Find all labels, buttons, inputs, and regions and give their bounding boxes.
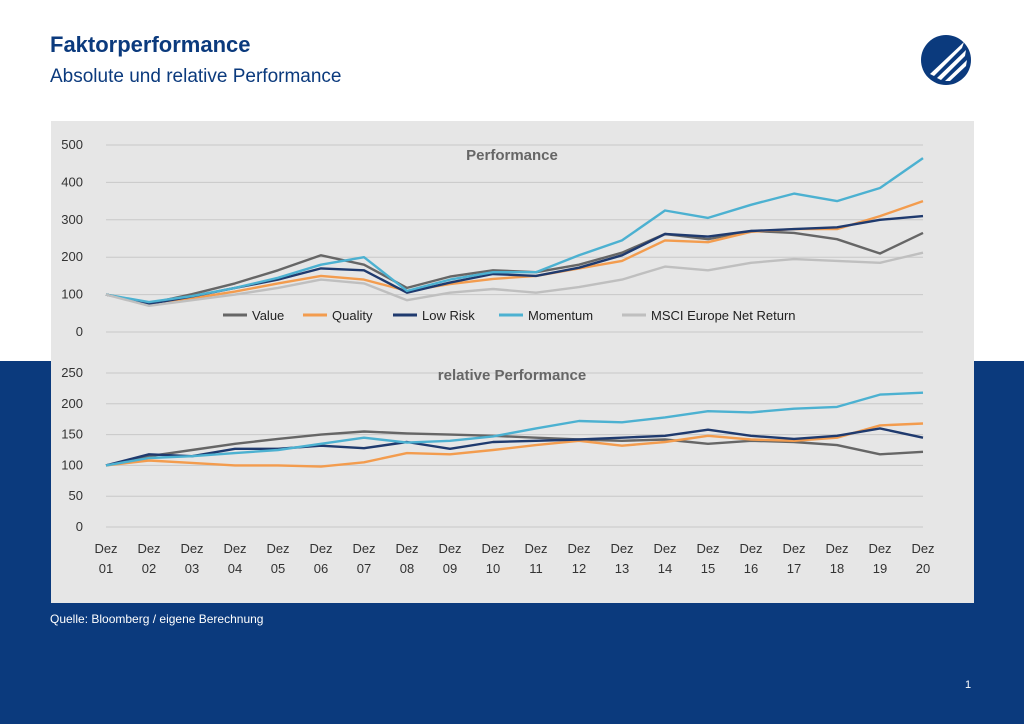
x-tick-label: 11 [529, 561, 543, 576]
x-tick-label: Dez [352, 541, 375, 556]
y-tick-label: 0 [76, 519, 83, 534]
page-number: 1 [965, 679, 972, 691]
x-tick-label: 03 [185, 561, 199, 576]
x-tick-label: Dez [180, 541, 203, 556]
y-tick-label: 0 [76, 324, 83, 339]
y-tick-label: 200 [61, 396, 83, 411]
x-tick-label: 02 [142, 561, 156, 576]
legend-label-low-risk: Low Risk [422, 308, 475, 323]
x-tick-label: Dez [782, 541, 805, 556]
chart-panel: 0 100 200 300 400 500 Performance 0 50 100 150 200 2… [51, 121, 974, 603]
series-line-msci-europe-net-return [105, 251, 924, 308]
series-line-momentum [105, 157, 924, 304]
x-tick-label: 17 [787, 561, 801, 576]
y-tick-label: 300 [61, 212, 83, 227]
x-tick-label: 16 [744, 561, 758, 576]
x-tick-label: Dez [438, 541, 461, 556]
y-tick-label: 400 [61, 174, 83, 189]
x-tick-label: 13 [615, 561, 629, 576]
legend-label-quality: Quality [332, 308, 373, 323]
x-tick-label: 05 [271, 561, 285, 576]
x-tick-label: Dez [868, 541, 891, 556]
series-line-momentum [105, 391, 924, 467]
x-tick-label: Dez [481, 541, 504, 556]
series-line-quality [105, 199, 924, 305]
y-tick-label: 500 [61, 137, 83, 152]
x-tick-label: Dez [825, 541, 848, 556]
x-tick-label: 19 [873, 561, 887, 576]
source-note: Quelle: Bloomberg / eigene Berechnung [50, 612, 264, 626]
x-tick-label: Dez [610, 541, 633, 556]
x-tick-label: 20 [916, 561, 930, 576]
y-tick-label: 150 [61, 427, 83, 442]
x-tick-label: Dez [309, 541, 332, 556]
x-tick-label: 09 [443, 561, 457, 576]
x-tick-label: Dez [266, 541, 289, 556]
x-tick-label: 01 [99, 561, 113, 576]
y-tick-label: 250 [61, 365, 83, 380]
x-tick-label: Dez [524, 541, 547, 556]
x-tick-label: 18 [830, 561, 844, 576]
legend-label-momentum: Momentum [528, 308, 593, 323]
y-tick-label: 50 [69, 488, 83, 503]
x-tick-label: Dez [567, 541, 590, 556]
x-tick-label: 15 [701, 561, 715, 576]
x-tick-label: Dez [137, 541, 160, 556]
x-tick-label: Dez [696, 541, 719, 556]
x-tick-label: Dez [395, 541, 418, 556]
page-title: Faktorperformance [50, 32, 251, 57]
x-tick-label: 04 [228, 561, 242, 576]
x-tick-label: Dez [911, 541, 934, 556]
series-line-quality [105, 422, 924, 468]
chart-title: Performance [466, 147, 558, 164]
y-tick-label: 100 [61, 457, 83, 472]
x-tick-label: 07 [357, 561, 371, 576]
chart-canvas: 0100200300400500Performance0501001502002… [61, 137, 934, 576]
legend-label-value: Value [252, 308, 284, 323]
x-tick-label: Dez [223, 541, 246, 556]
y-tick-label: 100 [61, 287, 83, 302]
x-tick-label: 10 [486, 561, 500, 576]
x-tick-label: 06 [314, 561, 328, 576]
x-tick-label: Dez [653, 541, 676, 556]
x-tick-label: Dez [739, 541, 762, 556]
x-tick-label: 08 [400, 561, 414, 576]
y-tick-label: 200 [61, 249, 83, 264]
company-logo [921, 35, 971, 85]
x-tick-label: Dez [94, 541, 117, 556]
x-tick-label: 12 [572, 561, 586, 576]
legend-label-msci-europe-net-return: MSCI Europe Net Return [651, 308, 796, 323]
page-subtitle: Absolute und relative Performance [50, 66, 342, 87]
chart-title: relative Performance [438, 367, 586, 384]
series-line-value [105, 430, 924, 467]
x-tick-label: 14 [658, 561, 672, 576]
series-line-low-risk [105, 427, 924, 467]
